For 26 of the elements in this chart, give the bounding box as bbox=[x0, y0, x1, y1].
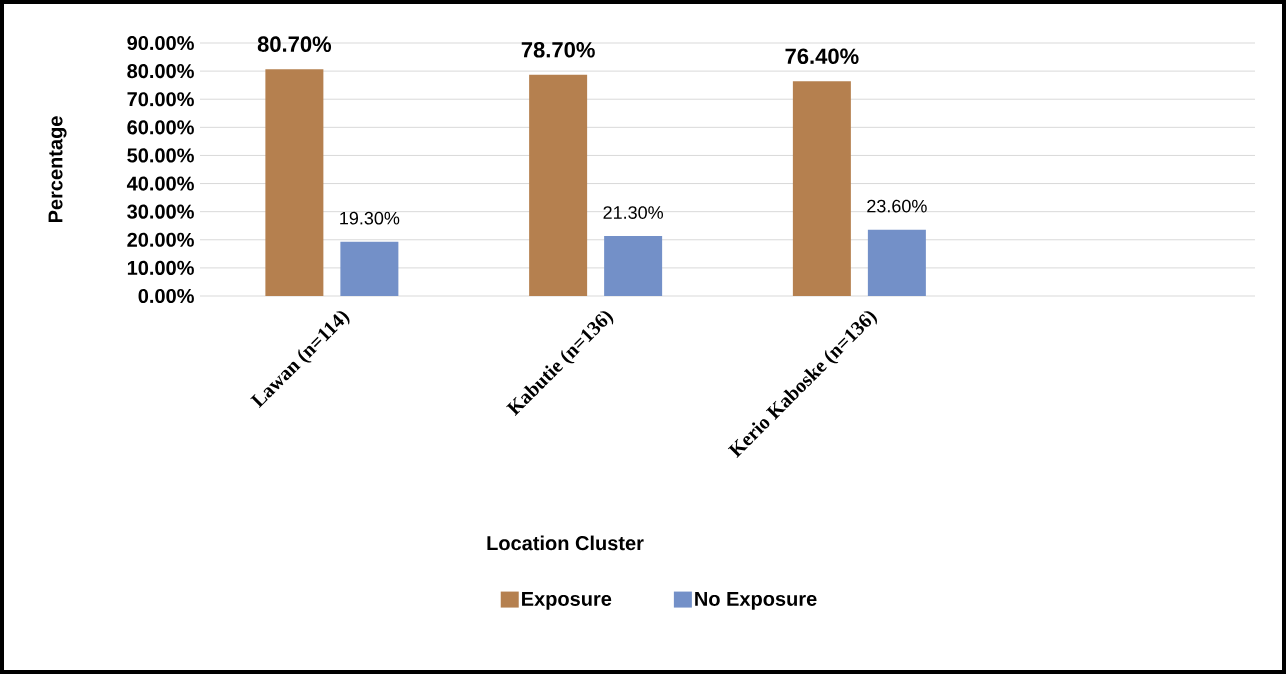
data-label: 19.30% bbox=[340, 211, 400, 225]
bar bbox=[265, 69, 324, 296]
y-tick-label: 90.00% bbox=[127, 35, 194, 51]
legend-label: No Exposure bbox=[695, 591, 817, 610]
data-label: 80.70% bbox=[257, 36, 332, 52]
y-axis-title: Percentage bbox=[48, 116, 67, 223]
y-tick-label: 30.00% bbox=[127, 204, 194, 219]
legend-label: Exposure bbox=[522, 591, 612, 610]
bar bbox=[340, 241, 399, 296]
bar bbox=[792, 81, 851, 296]
y-tick-label: 60.00% bbox=[127, 120, 194, 135]
data-label: 23.60% bbox=[867, 199, 927, 213]
y-tick-label: 0.00% bbox=[138, 288, 194, 304]
y-tick-label: 20.00% bbox=[127, 232, 194, 247]
y-tick-label: 10.00% bbox=[127, 260, 194, 275]
data-label: 76.40% bbox=[785, 48, 859, 65]
y-tick-label: 50.00% bbox=[127, 148, 194, 163]
y-tick-label: 80.00% bbox=[127, 64, 194, 79]
data-label: 78.70% bbox=[521, 41, 595, 58]
data-label: 21.30% bbox=[603, 206, 664, 219]
bar bbox=[604, 236, 663, 296]
y-tick-label: 70.00% bbox=[127, 92, 194, 107]
x-axis-title: Location Cluster bbox=[487, 535, 644, 551]
y-tick-label: 40.00% bbox=[126, 176, 194, 191]
bar bbox=[529, 74, 588, 296]
bar bbox=[867, 229, 926, 296]
